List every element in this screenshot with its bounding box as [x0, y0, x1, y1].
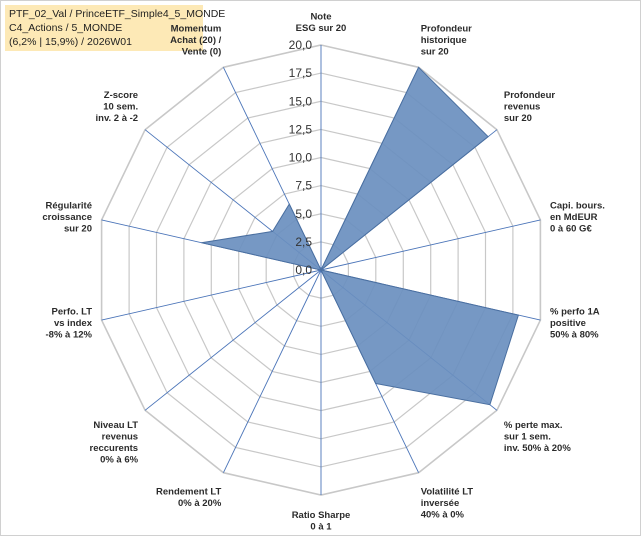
tick-label: 2,5 — [295, 235, 312, 249]
axis-label: Momentum Achat (20) / Vente (0) — [170, 24, 222, 58]
axis-spoke — [320, 219, 541, 271]
axis-label: Note ESG sur 20 — [296, 12, 347, 35]
radar-axis-labels: Note ESG sur 20 Profondeur historique sur 20… — [42, 12, 605, 533]
axis-label: Volatilité LT inversée 40% à 0% — [421, 486, 474, 520]
axis-label: Perfo. LT vs index -8% à 12% — [46, 307, 93, 341]
axis-label: Profondeur historique sur 20 — [421, 24, 472, 58]
header-line-2: C4_Actions / 5_MONDE — [9, 22, 123, 34]
tick-label: 20,0 — [289, 38, 313, 52]
series-area — [201, 66, 520, 406]
header-line-1: PTF_02_Val / PrinceETF_Simple4_5_MONDE — [9, 8, 226, 20]
axis-label: Rendement LT 0% à 20% — [156, 486, 222, 509]
chart-header-box: PTF_02_Val / PrinceETF_Simple4_5_MONDE C… — [5, 5, 226, 51]
tick-label: 0,0 — [295, 263, 312, 277]
axis-label: Z-score 10 sem. inv. 2 à -2 — [96, 90, 139, 124]
axis-label: % perte max. sur 1 sem. inv. 50% à 20% — [504, 420, 571, 454]
axis-label: Profondeur revenus sur 20 — [504, 90, 555, 124]
tick-label: 7,5 — [295, 179, 312, 193]
tick-label: 12,5 — [289, 122, 313, 136]
radar-series — [201, 66, 520, 406]
axis-label: Ratio Sharpe 0 à 1 — [292, 510, 351, 533]
axis-spoke — [222, 269, 322, 473]
axis-spoke — [144, 269, 322, 411]
tick-label: 5,0 — [295, 207, 312, 221]
axis-label: % perfo 1A positive 50% à 80% — [550, 307, 600, 341]
axis-spoke — [101, 269, 322, 321]
radar-tick-labels: 0,0 2,5 5,0 7,5 10,0 12,5 15,0 17,5 20,0 — [289, 38, 313, 277]
header-line-3: (6,2% | 15,9%) / 2026W01 — [9, 36, 132, 48]
tick-label: 15,0 — [289, 94, 313, 108]
axis-label: Capi. bours. en MdEUR 0 à 60 G€ — [550, 200, 605, 234]
axis-label: Régularité croissance sur 20 — [42, 200, 92, 234]
tick-label: 10,0 — [289, 151, 313, 165]
tick-label: 17,5 — [289, 66, 313, 80]
axis-label: Niveau LT revenus reccurents 0% à 6% — [90, 420, 139, 466]
